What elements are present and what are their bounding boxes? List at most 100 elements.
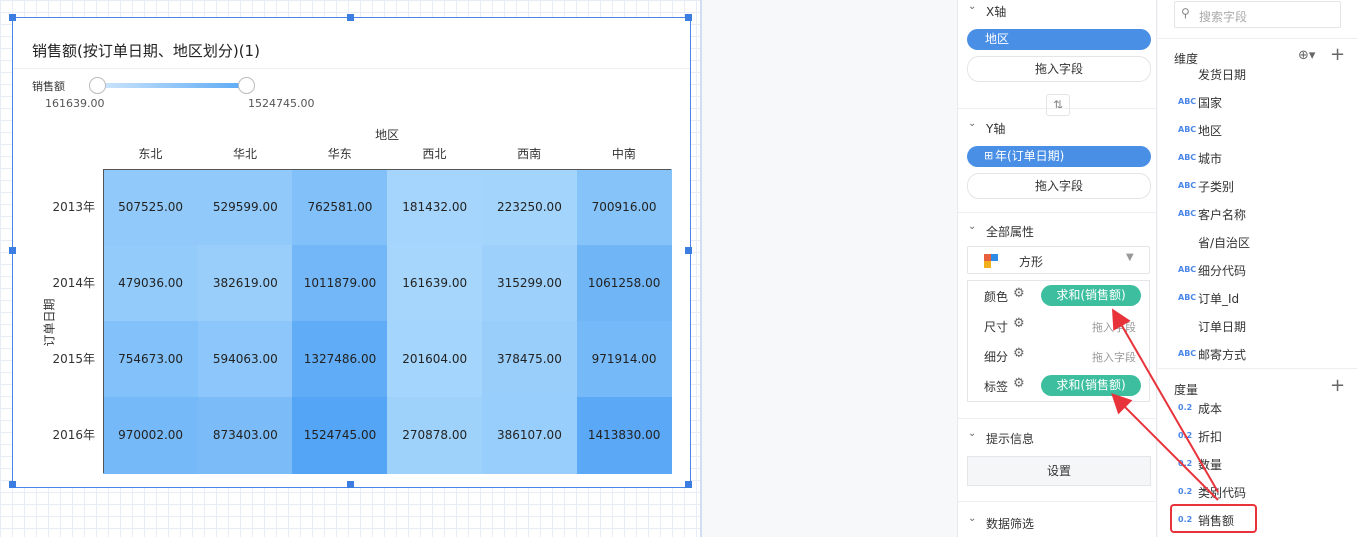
heat-cell[interactable]: 181432.00 xyxy=(387,169,483,246)
field-item[interactable]: ABC 国家 xyxy=(1158,92,1357,112)
field-type: ABC xyxy=(1178,153,1197,162)
row-label: 2015年 xyxy=(52,352,95,366)
field-type: 0.2 xyxy=(1178,431,1193,440)
heat-cell[interactable]: 1011879.00 xyxy=(292,245,388,322)
shelf-panel: ⌄ X轴 地区 拖入字段 ⇅ ⌄ Y轴 年(订单日期) ⊞ 拖入字段 ⌄ 全部属性 方形 ▼ 颜色 ⚙ 求和(销… xyxy=(957,0,1157,537)
heat-cell[interactable]: 873403.00 xyxy=(197,397,293,474)
heat-cell[interactable]: 594063.00 xyxy=(197,321,293,398)
field-item[interactable]: ABC 子类别 xyxy=(1158,176,1357,196)
field-list: 发货日期 ABC 国家 ABC 地区 ABC 城市 ABC 子类别 ABC 客户名称 省/自治区 ABC… xyxy=(1158,66,1357,362)
table-border xyxy=(103,169,104,473)
section-title: 度量 xyxy=(1174,383,1199,397)
field-item[interactable]: ABC 细分代码 xyxy=(1158,260,1357,280)
heat-cell[interactable]: 382619.00 xyxy=(197,245,293,322)
field-name: 城市 xyxy=(1198,152,1223,166)
heat-cell[interactable]: 971914.00 xyxy=(576,321,672,398)
resize-handle[interactable] xyxy=(685,14,692,21)
field-name: 类别代码 xyxy=(1198,486,1247,500)
field-type: 0.2 xyxy=(1178,515,1193,524)
field-type: ABC xyxy=(1178,265,1197,274)
field-item[interactable]: ABC 邮寄方式 xyxy=(1158,344,1357,362)
field-name: 发货日期 xyxy=(1198,68,1247,82)
resize-handle[interactable] xyxy=(685,247,692,254)
heat-cell[interactable]: 754673.00 xyxy=(103,321,199,398)
heat-cell[interactable]: 479036.00 xyxy=(103,245,199,322)
heat-cell[interactable]: 378475.00 xyxy=(481,321,577,398)
resize-handle[interactable] xyxy=(685,481,692,488)
shape-dropdown[interactable]: 方形 ▼ xyxy=(967,246,1150,274)
field-name: 国家 xyxy=(1198,96,1223,110)
shape-name: 方形 xyxy=(1019,255,1044,269)
field-item[interactable]: ABC 地区 xyxy=(1158,120,1357,140)
section-title[interactable]: Y轴 xyxy=(986,122,1006,136)
gear-icon: ⚙ xyxy=(1013,376,1025,391)
heat-cell[interactable]: 1524745.00 xyxy=(292,397,388,474)
heat-cell[interactable]: 529599.00 xyxy=(197,169,293,246)
column-header: 地区 xyxy=(375,128,400,142)
heat-cell[interactable]: 223250.00 xyxy=(481,169,577,246)
resize-handle[interactable] xyxy=(347,481,354,488)
property-label: 尺寸 xyxy=(984,320,1009,334)
heat-cell[interactable]: 762581.00 xyxy=(292,169,388,246)
heat-cell[interactable]: 201604.00 xyxy=(387,321,483,398)
slider-knob[interactable] xyxy=(238,77,255,94)
field-pill[interactable]: 求和(销售额) xyxy=(1041,285,1141,306)
resize-handle[interactable] xyxy=(9,247,16,254)
resize-handle[interactable] xyxy=(347,14,354,21)
field-item[interactable]: 发货日期 xyxy=(1158,66,1357,84)
section-title[interactable]: 全部属性 xyxy=(986,225,1035,239)
field-name: 客户名称 xyxy=(1198,208,1247,222)
swap-button[interactable]: ⇅ xyxy=(1046,94,1070,116)
shape-icon xyxy=(984,261,991,268)
field-item[interactable]: 0.2 数量 xyxy=(1158,454,1357,474)
drop-zone[interactable]: 拖入字段 xyxy=(967,56,1151,82)
field-pill[interactable]: 地区 xyxy=(967,29,1151,50)
heat-cell[interactable]: 700916.00 xyxy=(576,169,672,246)
field-item[interactable]: 省/自治区 xyxy=(1158,232,1357,252)
heat-cell[interactable]: 1327486.00 xyxy=(292,321,388,398)
divider xyxy=(958,212,1156,213)
add-button[interactable]: + xyxy=(1330,44,1346,65)
drop-zone[interactable]: 拖入字段 xyxy=(1092,351,1136,364)
property-box: 颜色 ⚙ 求和(销售额) 尺寸 ⚙ 拖入字段 细分 ⚙ 拖入字段 标签 ⚙ 求和(销售额) xyxy=(967,280,1150,402)
heat-cell[interactable]: 970002.00 xyxy=(103,397,199,474)
heat-cell[interactable]: 1061258.00 xyxy=(576,245,672,322)
field-pill[interactable]: 求和(销售额) xyxy=(1041,375,1141,396)
field-item[interactable]: 0.2 成本 xyxy=(1158,402,1357,418)
resize-handle[interactable] xyxy=(9,14,16,21)
heat-cell[interactable]: 315299.00 xyxy=(481,245,577,322)
add-button[interactable]: + xyxy=(1330,375,1346,396)
property-label: 标签 xyxy=(984,380,1009,394)
field-item[interactable]: 0.2 类别代码 xyxy=(1158,482,1357,502)
drop-zone[interactable]: 拖入字段 xyxy=(1092,321,1136,334)
chart-widget[interactable]: 销售额(按订单日期、地区划分)(1) 销售额 161639.00 1524745.00… xyxy=(9,14,692,488)
heat-cell[interactable]: 161639.00 xyxy=(387,245,483,322)
resize-handle[interactable] xyxy=(9,481,16,488)
field-item[interactable]: 0.2 折扣 xyxy=(1158,426,1357,446)
slider-knob[interactable] xyxy=(89,77,106,94)
search-icon: ⚲ xyxy=(1181,6,1190,20)
heat-cell[interactable]: 270878.00 xyxy=(387,397,483,474)
field-item[interactable]: 0.2 销售额 xyxy=(1158,510,1357,530)
field-item[interactable]: ABC 订单_Id xyxy=(1158,288,1357,308)
heat-cell[interactable]: 386107.00 xyxy=(481,397,577,474)
canvas: 销售额(按订单日期、地区划分)(1) 销售额 161639.00 1524745.00… xyxy=(0,0,702,537)
slider-track xyxy=(97,83,247,88)
chevron: ⌄ xyxy=(968,1,977,12)
section-title[interactable]: 提示信息 xyxy=(986,432,1035,446)
field-item[interactable]: ABC 客户名称 xyxy=(1158,204,1357,224)
search-box[interactable]: ⚲ 搜索字段 xyxy=(1174,1,1341,28)
field-name: 成本 xyxy=(1198,402,1223,416)
globe-icon[interactable]: ⊕▾ xyxy=(1298,48,1316,63)
field-type: 0.2 xyxy=(1178,403,1193,412)
field-item[interactable]: ABC 城市 xyxy=(1158,148,1357,168)
field-pill[interactable]: 年(订单日期) xyxy=(967,146,1151,167)
field-item[interactable]: 订单日期 xyxy=(1158,316,1357,336)
section-title[interactable]: 数据筛选 xyxy=(986,517,1035,531)
settings-button[interactable]: 设置 xyxy=(967,456,1151,486)
heat-cell[interactable]: 507525.00 xyxy=(103,169,199,246)
chevron: ⌄ xyxy=(968,513,977,524)
drop-zone[interactable]: 拖入字段 xyxy=(967,173,1151,199)
section-title[interactable]: X轴 xyxy=(986,5,1007,19)
heat-cell[interactable]: 1413830.00 xyxy=(576,397,672,474)
